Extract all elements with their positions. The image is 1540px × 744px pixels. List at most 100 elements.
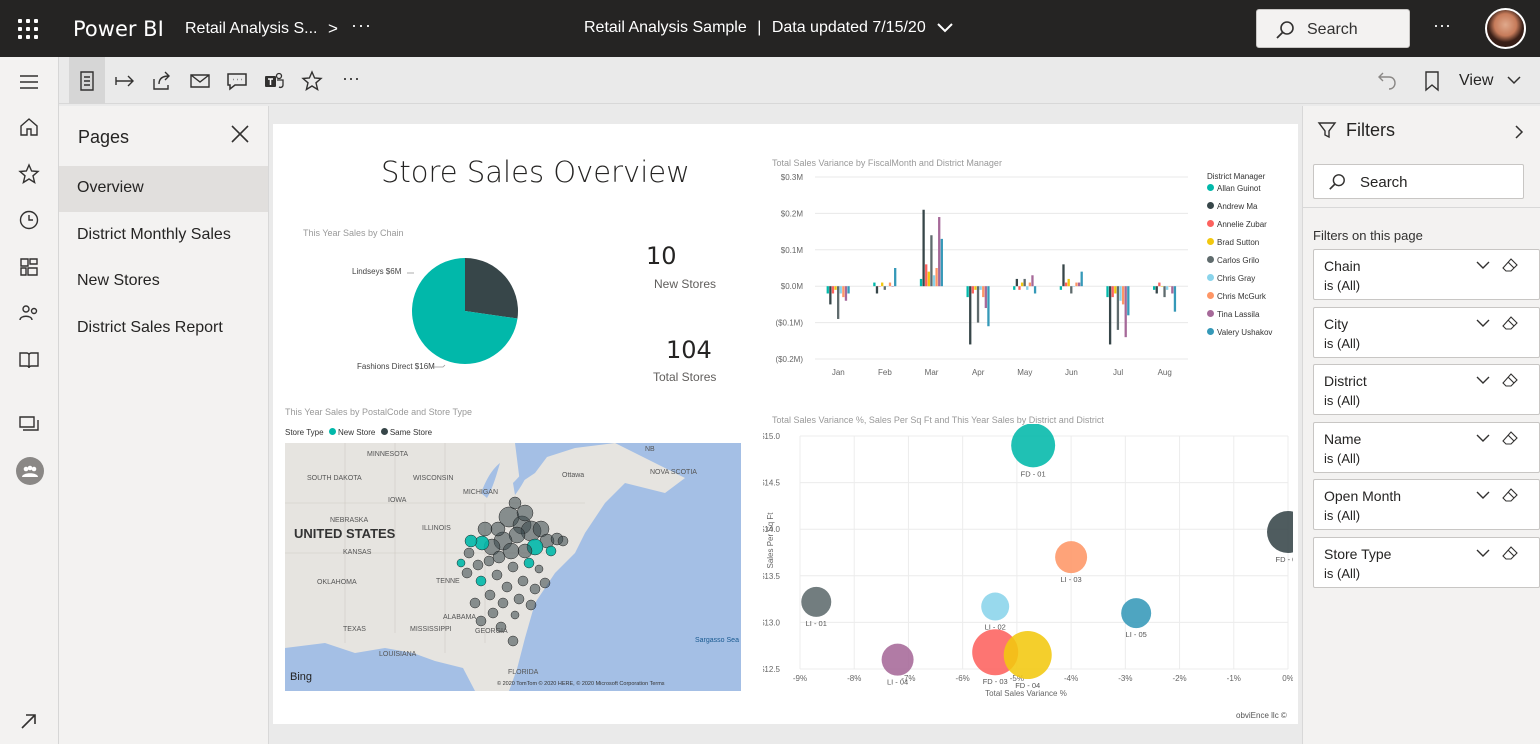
same-store-dot[interactable]	[463, 547, 475, 559]
user-avatar[interactable]	[1485, 8, 1526, 49]
recent-clock-icon[interactable]	[17, 208, 41, 232]
same-store-dot[interactable]	[490, 521, 506, 537]
legend-item[interactable]: Annelie Zubar	[1207, 220, 1272, 238]
bar[interactable]	[1119, 286, 1122, 301]
bar[interactable]	[932, 275, 936, 287]
hamburger-menu-icon[interactable]	[17, 70, 41, 94]
scatter-point[interactable]	[1267, 511, 1293, 553]
email-icon[interactable]	[188, 69, 212, 93]
bar[interactable]	[1114, 286, 1117, 294]
bar[interactable]	[966, 286, 969, 298]
apps-icon[interactable]	[17, 255, 41, 279]
bar[interactable]	[894, 268, 897, 287]
chevron-down-icon[interactable]	[1476, 490, 1490, 500]
bar[interactable]	[1067, 278, 1070, 287]
bar[interactable]	[886, 286, 889, 287]
breadcrumb-report[interactable]: Retail Analysis S...	[185, 20, 318, 37]
breadcrumb-more-icon[interactable]: ···	[351, 15, 372, 35]
legend-item[interactable]: Carlos Grilo	[1207, 256, 1272, 274]
app-launcher-icon[interactable]	[18, 19, 38, 39]
new-store-dot[interactable]	[523, 557, 535, 569]
report-title-dropdown[interactable]: Retail Analysis Sample | Data updated 7/…	[584, 19, 954, 37]
bar[interactable]	[842, 286, 845, 298]
view-menu-button[interactable]: View	[1459, 72, 1522, 90]
bar[interactable]	[1173, 286, 1177, 312]
bar[interactable]	[881, 282, 884, 287]
bar[interactable]	[875, 286, 879, 294]
bar[interactable]	[922, 209, 925, 287]
chevron-down-icon[interactable]	[1476, 260, 1490, 270]
bar[interactable]	[1026, 286, 1029, 290]
same-store-dot[interactable]	[461, 567, 473, 579]
bar[interactable]	[1033, 286, 1037, 294]
filter-card[interactable]: District is (All)	[1313, 364, 1540, 415]
chevron-down-icon[interactable]	[1476, 375, 1490, 385]
bar[interactable]	[925, 264, 928, 287]
same-store-dot[interactable]	[501, 581, 513, 593]
same-store-dot[interactable]	[492, 550, 506, 564]
bar[interactable]	[1163, 286, 1166, 298]
new-store-dot[interactable]	[456, 558, 466, 568]
global-search-box[interactable]: Search	[1256, 9, 1410, 48]
legend-item[interactable]: Chris Gray	[1207, 274, 1272, 292]
bar[interactable]	[1155, 286, 1158, 294]
same-store-dot[interactable]	[539, 577, 551, 589]
legend-item[interactable]: Chris McGurk	[1207, 292, 1272, 310]
bar[interactable]	[940, 238, 943, 287]
bar[interactable]	[976, 286, 980, 323]
bar[interactable]	[1070, 286, 1073, 294]
bar[interactable]	[1152, 286, 1156, 290]
new-store-dot[interactable]	[464, 534, 478, 548]
bar[interactable]	[1020, 282, 1024, 287]
new-store-dot[interactable]	[545, 545, 557, 557]
new-store-dot[interactable]	[474, 535, 490, 551]
legend-item[interactable]: Andrew Ma	[1207, 202, 1272, 220]
scatter-point[interactable]	[981, 592, 1010, 621]
bar[interactable]	[930, 235, 933, 287]
toolbar-more-icon[interactable]: ···	[342, 67, 360, 88]
same-store-dot[interactable]	[517, 575, 529, 587]
bar[interactable]	[1171, 286, 1174, 294]
bar[interactable]	[1124, 286, 1127, 338]
filters-search-box[interactable]: Search	[1313, 164, 1524, 199]
pie-slice[interactable]	[465, 258, 518, 319]
bar[interactable]	[829, 286, 832, 305]
bar[interactable]	[984, 286, 987, 309]
bar[interactable]	[1018, 286, 1021, 290]
bar[interactable]	[826, 286, 829, 294]
clear-filter-eraser-icon[interactable]	[1502, 430, 1518, 445]
scatter-point[interactable]	[1121, 598, 1152, 629]
undo-icon[interactable]	[1375, 69, 1399, 93]
bar[interactable]	[1106, 286, 1109, 298]
share-icon[interactable]	[150, 69, 174, 93]
same-store-dot[interactable]	[483, 555, 495, 567]
same-store-dot[interactable]	[513, 593, 525, 605]
filter-card[interactable]: Store Type is (All)	[1313, 536, 1540, 588]
bar[interactable]	[1062, 264, 1065, 287]
same-store-dot[interactable]	[502, 542, 520, 560]
bar[interactable]	[927, 271, 930, 287]
comment-icon[interactable]	[225, 69, 249, 93]
chevron-down-icon[interactable]	[1476, 433, 1490, 443]
bar[interactable]	[1160, 286, 1164, 287]
bar[interactable]	[1121, 286, 1125, 305]
same-store-dot[interactable]	[508, 496, 522, 510]
bar[interactable]	[974, 286, 977, 290]
bar[interactable]	[971, 286, 974, 294]
same-store-dot[interactable]	[529, 583, 541, 595]
bar[interactable]	[979, 286, 982, 290]
learn-book-icon[interactable]	[17, 348, 41, 372]
same-store-dot[interactable]	[510, 610, 520, 620]
shared-with-me-icon[interactable]	[17, 301, 41, 325]
page-item-district-monthly-sales[interactable]: District Monthly Sales	[77, 226, 231, 243]
filter-card[interactable]: Chain is (All)	[1313, 249, 1540, 300]
bar[interactable]	[1116, 286, 1120, 330]
page-item-new-stores[interactable]: New Stores	[77, 272, 160, 289]
bar[interactable]	[847, 286, 850, 294]
same-store-dot[interactable]	[497, 597, 509, 609]
bar[interactable]	[1080, 271, 1083, 287]
bar[interactable]	[1064, 282, 1068, 287]
filter-card[interactable]: City is (All)	[1313, 306, 1540, 358]
same-store-dot[interactable]	[472, 559, 484, 571]
bar[interactable]	[1108, 286, 1112, 345]
